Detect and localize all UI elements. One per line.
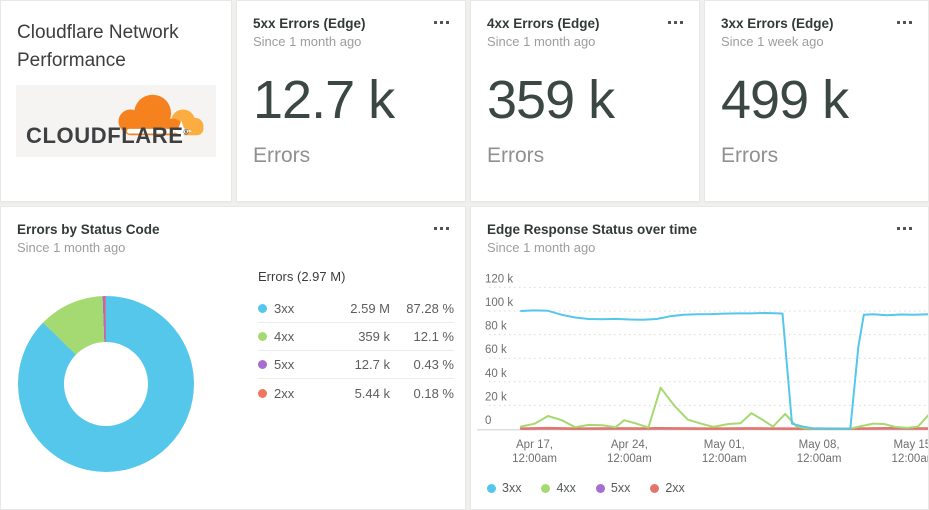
dashboard-title: Cloudflare Network Performance xyxy=(17,22,179,71)
card-subtitle: Since 1 month ago xyxy=(253,34,362,49)
legend-item-4xx[interactable]: 4xx xyxy=(541,481,576,495)
stat-label: Errors xyxy=(253,144,311,167)
legend-row-4xx[interactable]: 4xx 359 k 12.1 % xyxy=(258,323,454,351)
series-color-dot xyxy=(487,483,496,493)
card-menu-button[interactable] xyxy=(666,16,685,29)
stat-card-4xx: 4xx Errors (Edge) Since 1 month ago 359 … xyxy=(470,0,700,202)
legend-row-3xx[interactable]: 3xx 2.59 M 87.28 % xyxy=(258,295,454,323)
x-tick: Apr 17, 12:00am xyxy=(512,439,557,465)
bottom-row: Errors by Status Code Since 1 month ago … xyxy=(0,206,929,510)
card-menu-button[interactable] xyxy=(432,222,451,235)
legend-title: Errors (2.97 M) xyxy=(258,269,346,284)
card-subtitle: Since 1 month ago xyxy=(17,240,126,255)
card-menu-button[interactable] xyxy=(895,16,914,29)
svg-text:120 k: 120 k xyxy=(485,273,513,285)
stat-label: Errors xyxy=(721,144,779,167)
card-menu-button[interactable] xyxy=(432,16,451,29)
card-title: 5xx Errors (Edge) xyxy=(253,16,366,31)
card-subtitle: Since 1 month ago xyxy=(487,34,596,49)
svg-text:60 k: 60 k xyxy=(485,344,507,356)
legend-item-5xx[interactable]: 5xx xyxy=(595,481,630,495)
series-color-dot xyxy=(650,483,660,493)
x-tick: May 01, 12:00am xyxy=(701,439,747,465)
svg-text:0: 0 xyxy=(485,415,491,427)
svg-text:20 k: 20 k xyxy=(485,391,507,403)
cloudflare-wordmark: CLOUDFLARE® xyxy=(26,123,190,148)
card-subtitle: Since 1 week ago xyxy=(721,34,824,49)
card-title: 4xx Errors (Edge) xyxy=(487,16,600,31)
cloudflare-cloud-icon xyxy=(118,94,204,142)
card-menu-button[interactable] xyxy=(895,222,914,235)
stat-card-5xx: 5xx Errors (Edge) Since 1 month ago 12.7… xyxy=(236,0,466,202)
response-status-line-chart[interactable]: 120 k 100 k 80 k 60 k 40 k 20 k 0 xyxy=(471,263,929,435)
status-code-donut-chart[interactable] xyxy=(18,296,194,472)
x-tick: Apr 24, 12:00am xyxy=(607,439,652,465)
top-row: Cloudflare Network Performance CLOUDFLAR… xyxy=(0,0,929,202)
series-color-dot xyxy=(595,483,605,493)
stat-label: Errors xyxy=(487,144,545,167)
line-chart-legend: 3xx 4xx 5xx 2xx xyxy=(487,481,685,495)
series-color-dot xyxy=(258,332,267,341)
legend-row-5xx[interactable]: 5xx 12.7 k 0.43 % xyxy=(258,351,454,379)
series-color-dot xyxy=(258,304,267,313)
stat-value: 12.7 k xyxy=(253,70,395,130)
x-tick: May 15,12:00am xyxy=(891,439,928,465)
series-color-dot xyxy=(541,483,551,493)
stat-value: 359 k xyxy=(487,70,615,130)
dashboard-header-card: Cloudflare Network Performance CLOUDFLAR… xyxy=(0,0,232,202)
svg-text:40 k: 40 k xyxy=(485,368,507,380)
svg-text:80 k: 80 k xyxy=(485,321,507,333)
card-title: 3xx Errors (Edge) xyxy=(721,16,834,31)
donut-legend-table: Errors (2.97 M) 3xx 2.59 M 87.28 % 4xx 3… xyxy=(258,269,454,407)
legend-item-2xx[interactable]: 2xx xyxy=(650,481,685,495)
series-color-dot xyxy=(258,388,267,398)
stat-value: 499 k xyxy=(721,70,849,130)
card-title: Errors by Status Code xyxy=(17,222,160,237)
cloudflare-logo: CLOUDFLARE® xyxy=(16,85,216,157)
x-tick: May 08, 12:00am xyxy=(796,439,842,465)
card-title: Edge Response Status over time xyxy=(487,222,698,237)
series-color-dot xyxy=(258,360,267,369)
legend-item-3xx[interactable]: 3xx xyxy=(487,481,521,495)
legend-row-2xx[interactable]: 2xx 5.44 k 0.18 % xyxy=(258,379,454,407)
card-subtitle: Since 1 month ago xyxy=(487,240,596,255)
stat-card-3xx: 3xx Errors (Edge) Since 1 week ago 499 k… xyxy=(704,0,929,202)
edge-response-status-card: Edge Response Status over time Since 1 m… xyxy=(470,206,929,510)
x-axis-labels: Apr 17, 12:00am Apr 24, 12:00am May 01, 12:… xyxy=(471,438,928,470)
errors-by-status-card: Errors by Status Code Since 1 month ago … xyxy=(0,206,466,510)
svg-text:100 k: 100 k xyxy=(485,297,513,309)
